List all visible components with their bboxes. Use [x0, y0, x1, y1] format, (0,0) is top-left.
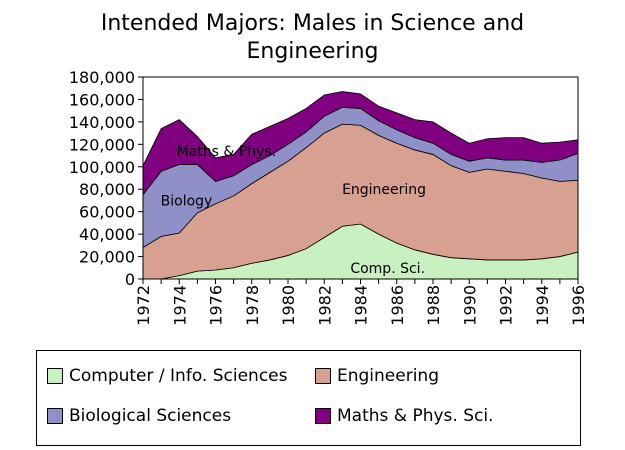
x-tick-label-7: 1986: [388, 285, 407, 326]
chart-title: Intended Majors: Males in Science and En…: [40, 10, 585, 66]
y-tick-label-2: 40,000: [79, 225, 135, 244]
legend-swatch-engineering: [315, 368, 331, 384]
y-tick-label-6: 120,000: [69, 135, 135, 154]
x-tick-label-5: 1982: [315, 285, 334, 326]
legend-item-computer: Computer / Info. Sciences: [47, 366, 288, 386]
x-tick-label-10: 1992: [497, 285, 516, 326]
area-label-1: Engineering: [342, 182, 426, 198]
legend-label-computer: Computer / Info. Sciences: [69, 366, 288, 386]
y-tick-label-8: 160,000: [69, 90, 135, 109]
legend-swatch-biology: [47, 408, 63, 424]
legend-swatch-computer: [47, 368, 63, 384]
x-tick-label-11: 1994: [533, 285, 552, 326]
area-label-2: Biology: [161, 193, 213, 209]
legend-label-biology: Biological Sciences: [69, 406, 232, 426]
x-tick-label-12: 1996: [569, 285, 588, 326]
x-tick-label-1: 1974: [170, 285, 189, 326]
x-tick-label-3: 1978: [243, 285, 262, 326]
chart-title-line-2: Engineering: [246, 39, 379, 64]
y-tick-label-7: 140,000: [69, 113, 135, 132]
y-tick-label-4: 80,000: [79, 180, 135, 199]
y-tick-label-1: 20,000: [79, 248, 135, 267]
legend-item-biology: Biological Sciences: [47, 406, 231, 426]
y-tick-label-9: 180,000: [69, 68, 135, 87]
y-tick-label-0: 0: [125, 270, 135, 289]
legend-swatch-maths: [315, 408, 331, 424]
legend-item-engineering: Engineering: [315, 366, 439, 386]
x-tick-label-4: 1980: [279, 285, 298, 326]
area-label-3: Maths & Phys.: [177, 144, 276, 160]
x-tick-label-8: 1988: [424, 285, 443, 326]
x-tick-label-6: 1984: [352, 285, 371, 326]
x-tick-label-0: 1972: [134, 285, 153, 326]
x-tick-label-2: 1976: [207, 285, 226, 326]
chart-title-line-1: Intended Majors: Males in Science and: [100, 11, 525, 36]
legend-label-maths: Maths & Phys. Sci.: [337, 406, 494, 426]
legend: Computer / Info. Sciences Engineering Bi…: [36, 350, 581, 446]
legend-item-maths: Maths & Phys. Sci.: [315, 406, 493, 426]
y-tick-label-5: 100,000: [69, 158, 135, 177]
x-tick-label-9: 1990: [460, 285, 479, 326]
y-tick-label-3: 60,000: [79, 203, 135, 222]
area-label-0: Comp. Sci.: [350, 261, 425, 277]
legend-label-engineering: Engineering: [337, 366, 439, 386]
